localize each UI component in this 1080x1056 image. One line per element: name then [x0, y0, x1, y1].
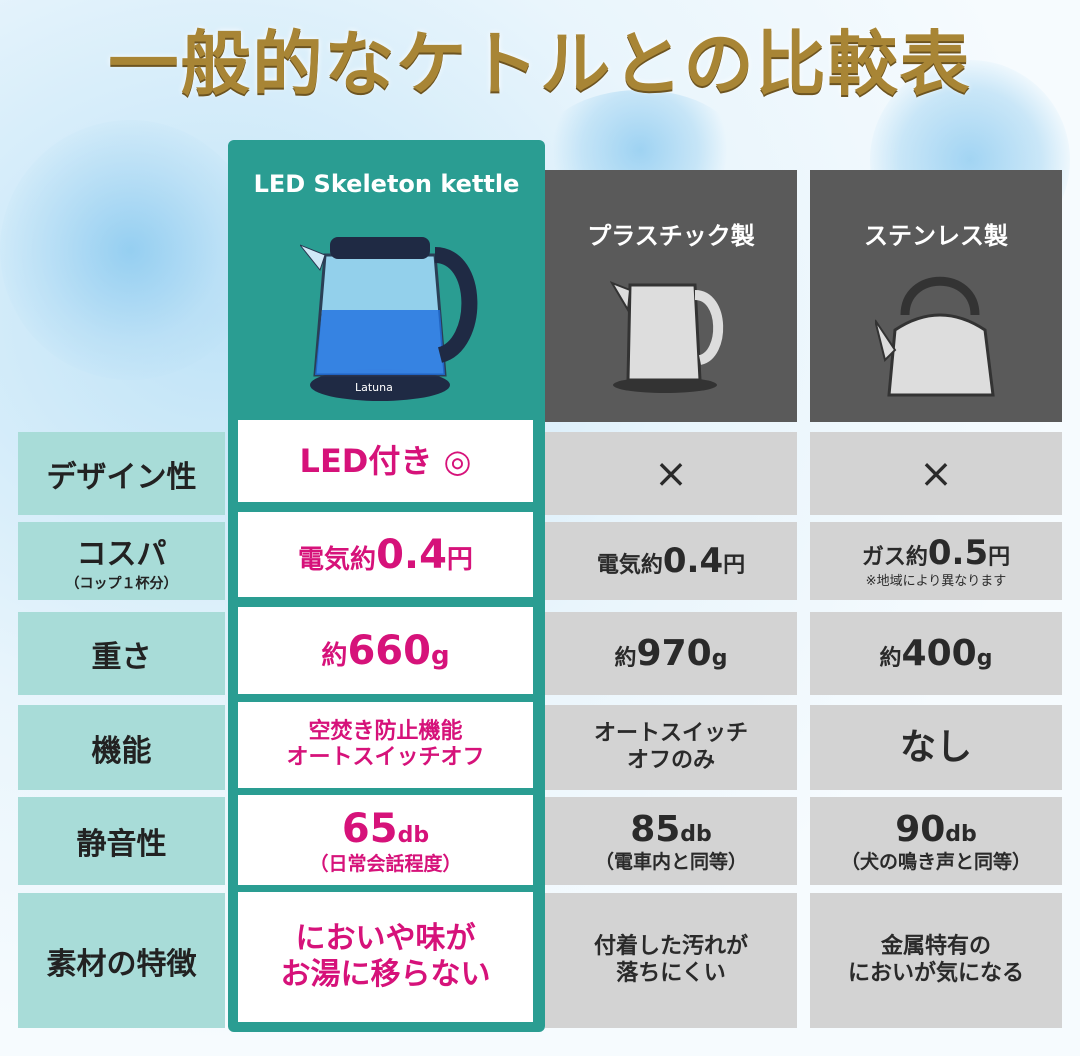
cell-led-quietness: 65db （日常会話程度） [238, 795, 533, 885]
column-header-led: LED Skeleton kettle [253, 170, 520, 198]
row-label-weight: 重さ [18, 612, 225, 695]
brand-logo: Latuna [355, 381, 393, 394]
cell-stainless-material: 金属特有の においが気になる [810, 893, 1062, 1028]
column-header-label: プラスチック製 [587, 222, 755, 250]
cell-led-weight: 約660g [238, 607, 533, 694]
cell-led-function: 空焚き防止機能 オートスイッチオフ [238, 702, 533, 788]
page-title: 一般的なケトルとの比較表 [108, 22, 972, 105]
cell-stainless-quietness: 90db （犬の鳴き声と同等） [810, 797, 1062, 885]
column-header-stainless: ステンレス製 [810, 170, 1062, 422]
row-label-material: 素材の特徴 [18, 893, 225, 1028]
cell-plastic-design: × [545, 432, 797, 515]
cell-stainless-cost: ガス約0.5円 ※地域により異なります [810, 522, 1062, 600]
row-label-design: デザイン性 [18, 432, 225, 515]
cell-stainless-design: × [810, 432, 1062, 515]
column-header-label: ステンレス製 [864, 222, 1008, 250]
cell-plastic-cost: 電気約0.4円 [545, 522, 797, 600]
cell-led-design: LED付き ◎ [238, 420, 533, 502]
cell-led-material: においや味が お湯に移らない [238, 892, 533, 1022]
cell-plastic-function: オートスイッチ オフのみ [545, 705, 797, 790]
water-splash [0, 120, 260, 380]
glass-kettle-image: Latuna [300, 237, 478, 401]
cell-stainless-weight: 約400g [810, 612, 1062, 695]
row-label-cost: コスパ （コップ１杯分） [18, 522, 225, 600]
cell-plastic-material: 付着した汚れが 落ちにくい [545, 893, 797, 1028]
cell-plastic-quietness: 85db （電車内と同等） [545, 797, 797, 885]
row-label-quietness: 静音性 [18, 797, 225, 885]
cell-led-cost: 電気約0.4円 [238, 512, 533, 597]
row-label-function: 機能 [18, 705, 225, 790]
plastic-kettle-icon [610, 281, 724, 393]
cell-stainless-function: なし [810, 705, 1062, 790]
cell-plastic-weight: 約970g [545, 612, 797, 695]
stainless-kettle-icon [875, 276, 995, 397]
